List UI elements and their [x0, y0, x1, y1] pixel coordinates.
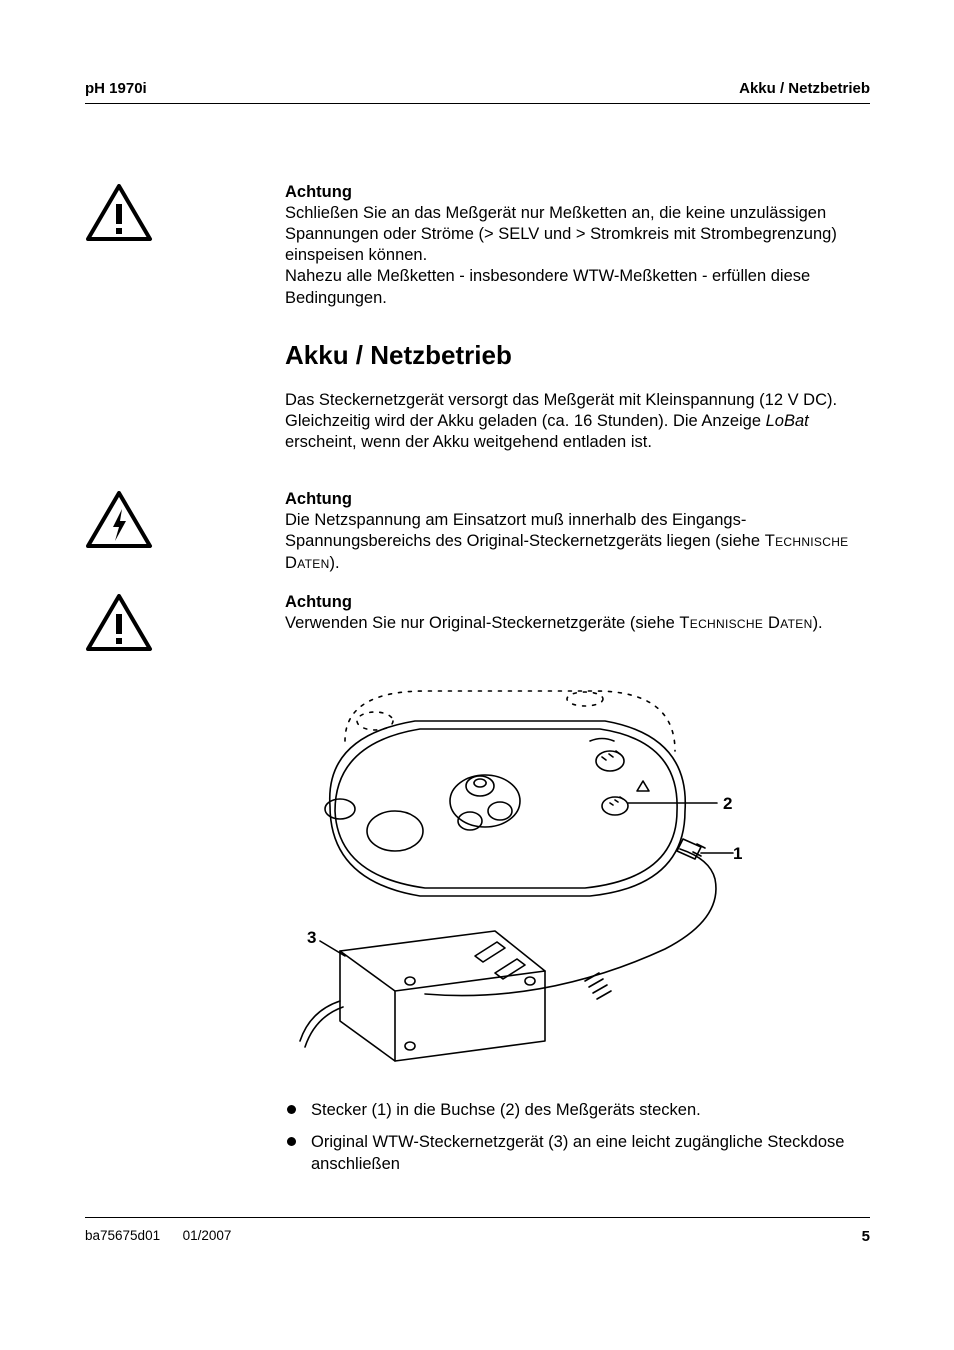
page-content: pH 1970i Akku / Netzbetrieb Achtung Schl… — [85, 80, 870, 1203]
step-1: Stecker (1) in die Buchse (2) des Meßger… — [285, 1099, 870, 1121]
warning3-p1: Verwenden Sie nur Original-Steckernetzge… — [285, 613, 870, 634]
intro-post: erscheint, wenn der Akku weitgehend entl… — [285, 433, 652, 451]
device-illustration — [285, 681, 745, 1081]
page-footer: ba75675d01 01/2007 5 — [85, 1217, 870, 1245]
device-figure: 2 1 3 — [285, 681, 745, 1081]
warning-block-2: Achtung Die Netzspannung am Einsatzort m… — [85, 489, 870, 573]
warning-exclamation-icon — [85, 594, 153, 652]
warning-icon-col — [85, 182, 285, 247]
warning-block-3: Achtung Verwenden Sie nur Original-Steck… — [85, 592, 870, 657]
warning1-title: Achtung — [285, 182, 870, 203]
section-block: Akku / Netzbetrieb Das Steckernetzgerät … — [85, 327, 870, 472]
warning1-text: Achtung Schließen Sie an das Meßgerät nu… — [285, 182, 870, 309]
footer-left: ba75675d01 01/2007 — [85, 1228, 231, 1245]
header-right: Akku / Netzbetrieb — [739, 80, 870, 97]
warning-icon-col-3 — [85, 592, 285, 657]
warning2-text: Achtung Die Netzspannung am Einsatzort m… — [285, 489, 870, 573]
header-left: pH 1970i — [85, 80, 147, 97]
footer-doc: ba75675d01 — [85, 1228, 160, 1243]
warning-block-1: Achtung Schließen Sie an das Meßgerät nu… — [85, 182, 870, 309]
section-title: Akku / Netzbetrieb — [285, 339, 870, 372]
warning1-p1: Schließen Sie an das Meßgerät nur Meßket… — [285, 203, 870, 266]
intro-lobat: LoBat — [766, 412, 809, 430]
figure-label-3: 3 — [307, 927, 316, 949]
warning-exclamation-icon — [85, 184, 153, 242]
footer-page: 5 — [862, 1228, 870, 1245]
step-2: Original WTW-Steckernetzgerät (3) an ein… — [285, 1131, 870, 1176]
warning2-title: Achtung — [285, 489, 870, 510]
figure-label-1: 1 — [733, 843, 742, 865]
figure-block: 2 1 3 Stecker (1) in die Buchse (2) des … — [85, 675, 870, 1186]
warning1-p2: Nahezu alle Meßketten - insbesondere WTW… — [285, 266, 870, 308]
intro-paragraph: Das Steckernetzgerät versorgt das Meßger… — [285, 390, 870, 453]
body: Achtung Schließen Sie an das Meßgerät nu… — [85, 182, 870, 1185]
warning-lightning-icon — [85, 491, 153, 549]
figure-label-2: 2 — [723, 793, 732, 815]
step-list: Stecker (1) in die Buchse (2) des Meßger… — [285, 1099, 870, 1176]
warning3-title: Achtung — [285, 592, 870, 613]
warning-icon-col-2 — [85, 489, 285, 554]
page-header: pH 1970i Akku / Netzbetrieb — [85, 80, 870, 104]
footer-date: 01/2007 — [183, 1228, 232, 1243]
warning2-p1: Die Netzspannung am Einsatzort muß inner… — [285, 510, 870, 573]
warning3-text: Achtung Verwenden Sie nur Original-Steck… — [285, 592, 870, 634]
intro-pre: Das Steckernetzgerät versorgt das Meßger… — [285, 391, 837, 430]
